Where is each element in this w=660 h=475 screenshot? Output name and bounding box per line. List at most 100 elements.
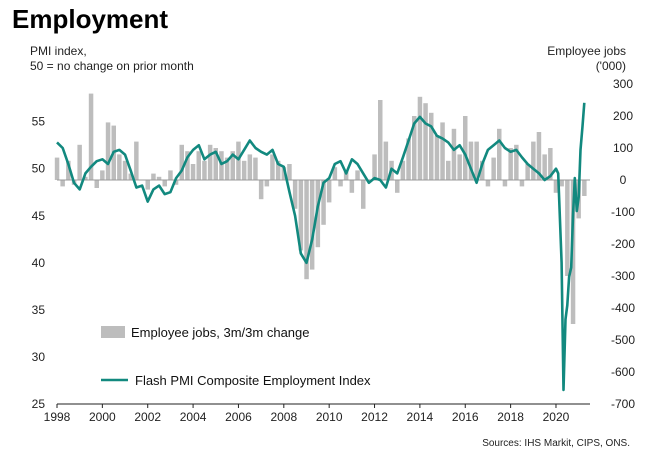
- x-tick-label: 2012: [361, 410, 388, 424]
- bar: [531, 141, 536, 180]
- bar: [219, 151, 224, 180]
- bar: [559, 180, 564, 187]
- bar: [548, 148, 553, 180]
- right-axis-note-line-2: ('000): [595, 59, 626, 73]
- bar: [491, 157, 496, 180]
- bar: [451, 128, 457, 180]
- bar: [406, 138, 411, 180]
- bar: [213, 148, 218, 180]
- bar: [156, 176, 162, 180]
- right-tick-label: -100: [611, 205, 635, 219]
- x-tick-label: 1998: [44, 410, 71, 424]
- bar: [423, 103, 428, 180]
- bar: [395, 180, 400, 193]
- bar: [400, 160, 406, 180]
- bar: [105, 122, 111, 180]
- bar: [241, 160, 247, 180]
- bar: [168, 170, 173, 180]
- bar: [236, 141, 241, 180]
- bar: [417, 96, 423, 180]
- bar: [179, 144, 184, 180]
- x-tick-label: 2006: [225, 410, 252, 424]
- x-tick-label: 2014: [407, 410, 434, 424]
- bar: [207, 144, 213, 180]
- left-axis-note: PMI index, 50 = no change on prior month: [30, 44, 194, 74]
- right-tick-label: 300: [613, 77, 633, 91]
- left-tick-label: 40: [32, 256, 46, 270]
- left-tick-label: 25: [32, 397, 46, 411]
- bar-series: [54, 93, 587, 324]
- bar: [446, 160, 451, 180]
- bar: [190, 164, 196, 180]
- right-tick-label: -300: [611, 269, 635, 283]
- source-note: Sources: IHS Markit, CIPS, ONS.: [482, 438, 630, 449]
- left-tick-label: 50: [32, 162, 46, 176]
- bar: [343, 170, 349, 180]
- bar: [378, 100, 383, 180]
- right-axis-ticks: 300 200 100 0 -100 -200 -300 -400 -500 -600 -700: [611, 77, 635, 411]
- bar: [570, 180, 576, 324]
- bar: [264, 180, 270, 187]
- bar: [122, 160, 128, 180]
- right-tick-label: 100: [613, 141, 633, 155]
- left-tick-label: 30: [32, 350, 46, 364]
- bar: [258, 180, 264, 200]
- bar: [355, 170, 360, 180]
- bar: [60, 180, 65, 187]
- x-tick-label: 2018: [497, 410, 524, 424]
- bar: [502, 180, 508, 187]
- bar: [468, 141, 474, 180]
- bar: [196, 151, 201, 180]
- bar: [485, 180, 491, 187]
- bar: [565, 180, 570, 276]
- bar: [128, 173, 133, 180]
- right-tick-label: 200: [613, 109, 633, 123]
- bar: [536, 132, 542, 180]
- bar: [151, 173, 156, 180]
- bar: [361, 180, 366, 209]
- bar: [54, 157, 60, 180]
- bar: [253, 157, 258, 180]
- bar: [309, 180, 315, 270]
- bar: [83, 176, 88, 180]
- bar: [292, 180, 298, 209]
- x-tick-label: 2020: [543, 410, 570, 424]
- bar: [202, 160, 207, 180]
- bar: [542, 154, 547, 180]
- bar: [383, 141, 389, 180]
- x-tick-label: 2004: [180, 410, 207, 424]
- right-tick-label: 0: [620, 173, 627, 187]
- bar: [525, 164, 530, 180]
- bar: [474, 141, 479, 180]
- bar: [66, 160, 71, 180]
- left-tick-label: 45: [32, 209, 46, 223]
- bar: [497, 128, 502, 180]
- bar: [434, 135, 440, 180]
- bar: [372, 154, 377, 180]
- bar: [77, 144, 82, 180]
- bar: [281, 167, 287, 180]
- bar: [173, 180, 179, 185]
- bar: [94, 180, 99, 188]
- x-tick-label: 2002: [134, 410, 161, 424]
- bar: [440, 122, 445, 180]
- right-tick-label: -200: [611, 237, 635, 251]
- bar: [349, 180, 355, 193]
- x-tick-label: 2016: [452, 410, 479, 424]
- bar: [145, 180, 150, 190]
- x-axis-ticks: 1998 2000 2002 2004 2006 2008 2010 2012 2014 2016…: [44, 404, 570, 424]
- right-tick-label: -600: [611, 365, 635, 379]
- right-axis-note-line-1: Employee jobs: [547, 44, 626, 58]
- bar: [100, 170, 105, 180]
- x-tick-label: 2008: [270, 410, 297, 424]
- bar: [553, 180, 559, 193]
- chart-title: Employment: [12, 4, 169, 34]
- x-tick-label: 2000: [89, 410, 116, 424]
- left-axis-note-line-1: PMI index,: [30, 44, 87, 58]
- left-tick-label: 55: [32, 115, 46, 129]
- bar: [88, 93, 94, 180]
- bar: [429, 112, 434, 180]
- pmi-line: [56, 102, 586, 392]
- bar: [162, 180, 167, 187]
- legend-line-label: Flash PMI Composite Employment Index: [135, 373, 371, 388]
